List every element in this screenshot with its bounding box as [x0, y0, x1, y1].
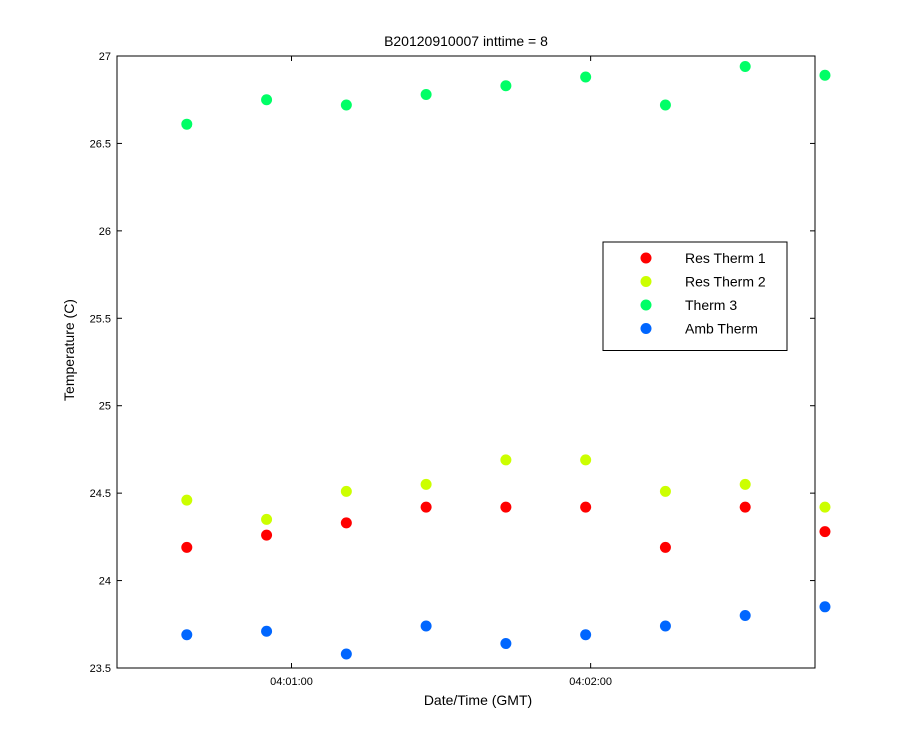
- data-point: [659, 541, 671, 553]
- data-point: [580, 454, 592, 466]
- data-point: [580, 629, 592, 641]
- legend-label: Therm 3: [685, 297, 737, 313]
- data-point: [340, 517, 352, 529]
- y-tick-label: 23.5: [90, 663, 111, 675]
- data-point: [420, 88, 432, 100]
- legend-marker: [640, 323, 652, 334]
- data-point: [659, 99, 671, 111]
- data-point: [739, 60, 751, 72]
- data-point: [181, 494, 193, 506]
- data-points: [181, 60, 831, 660]
- legend-label: Amb Therm: [685, 321, 758, 337]
- data-point: [181, 629, 193, 641]
- x-tick-label: 04:02:00: [569, 676, 612, 688]
- data-point: [340, 648, 352, 660]
- data-point: [500, 454, 512, 466]
- y-tick-label: 27: [99, 51, 111, 63]
- data-point: [261, 625, 273, 637]
- data-point: [819, 526, 831, 538]
- y-tick-label: 24.5: [90, 488, 111, 500]
- data-point: [340, 99, 352, 111]
- x-tick-label: 04:01:00: [270, 676, 313, 688]
- data-point: [420, 478, 432, 490]
- data-point: [420, 620, 432, 632]
- data-point: [420, 501, 432, 513]
- data-point: [739, 610, 751, 622]
- data-point: [181, 541, 193, 553]
- data-point: [261, 529, 273, 541]
- y-tick-label: 26.5: [90, 138, 111, 150]
- legend-label: Res Therm 2: [685, 274, 766, 290]
- legend-marker: [640, 276, 652, 287]
- data-point: [261, 94, 273, 106]
- data-point: [340, 485, 352, 497]
- y-tick-label: 25.5: [90, 313, 111, 325]
- data-point: [500, 80, 512, 92]
- y-tick-label: 26: [99, 226, 111, 238]
- legend-box: [602, 241, 788, 351]
- data-point: [500, 501, 512, 513]
- data-point: [659, 620, 671, 632]
- data-point: [261, 513, 273, 525]
- legend: Res Therm 1 Res Therm 2 Therm 3 Amb Therm: [602, 241, 788, 351]
- data-point: [819, 601, 831, 613]
- legend-marker: [640, 252, 652, 264]
- y-axis-label: Temperature (C): [61, 299, 77, 401]
- data-point: [819, 501, 831, 513]
- series-res-therm-1: [181, 501, 831, 553]
- y-tick-label: 25: [99, 401, 111, 413]
- series-res-therm-2: [181, 454, 831, 525]
- axis-ticks: 23.5 24 24.5 25 25.5 26 26.5 27 04:01:00 04:02:00: [90, 51, 815, 688]
- data-point: [500, 638, 512, 650]
- data-point: [739, 478, 751, 490]
- data-point: [739, 501, 751, 513]
- x-axis-label: Date/Time (GMT): [424, 692, 532, 708]
- legend-label: Res Therm 1: [685, 250, 766, 266]
- legend-marker: [640, 299, 652, 311]
- data-point: [659, 485, 671, 497]
- data-point: [580, 71, 592, 83]
- series-therm-3: [181, 60, 831, 130]
- y-tick-label: 24: [99, 576, 111, 588]
- data-point: [819, 69, 831, 81]
- data-point: [181, 118, 193, 130]
- plot-area: [116, 55, 816, 669]
- data-point: [580, 501, 592, 513]
- series-amb-therm: [181, 601, 831, 660]
- chart-title: B20120910007 inttime = 8: [384, 33, 548, 49]
